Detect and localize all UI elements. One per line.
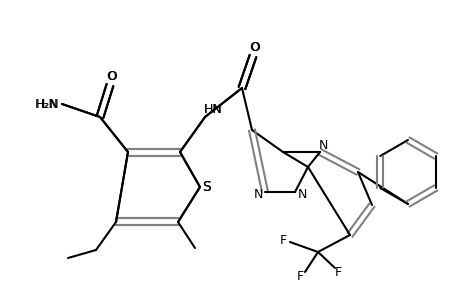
Text: F: F: [279, 233, 286, 247]
Text: O: O: [106, 70, 116, 83]
Text: F: F: [296, 271, 303, 284]
Text: HN: HN: [203, 103, 222, 116]
Text: S: S: [202, 180, 211, 194]
Text: N: N: [253, 188, 262, 200]
Text: N: N: [318, 139, 327, 152]
Text: O: O: [250, 40, 259, 53]
Text: S: S: [202, 180, 211, 194]
Text: HN: HN: [203, 103, 222, 116]
Text: H₂N: H₂N: [35, 98, 59, 110]
Text: H₂N: H₂N: [36, 98, 60, 110]
Text: O: O: [107, 70, 117, 83]
Text: O: O: [248, 40, 258, 53]
Text: N: N: [297, 188, 306, 200]
Text: F: F: [334, 266, 341, 280]
